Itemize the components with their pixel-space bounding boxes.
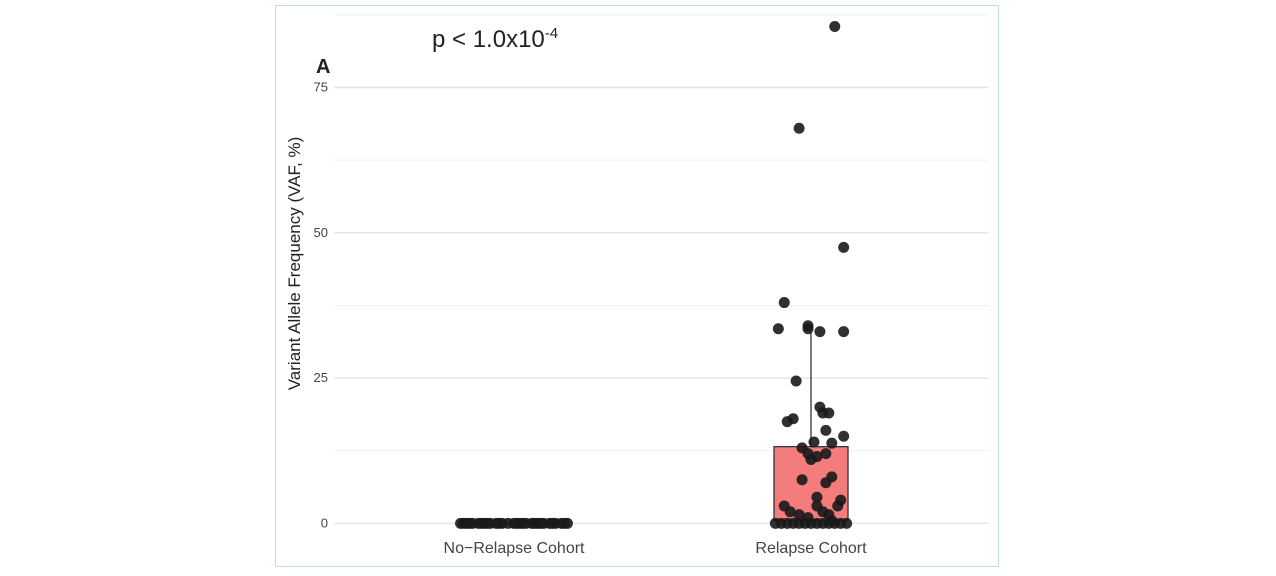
p-value-base: p < 1.0x10 <box>432 26 545 53</box>
data-point <box>796 474 808 486</box>
data-point <box>778 297 790 309</box>
point-layer <box>455 21 853 529</box>
data-point <box>458 517 470 529</box>
data-point <box>811 491 823 503</box>
data-point <box>535 517 547 529</box>
data-point <box>793 509 805 521</box>
data-point <box>517 517 529 529</box>
y-tick-label: 75 <box>314 80 328 95</box>
box-layer <box>477 331 849 525</box>
data-point <box>835 494 847 506</box>
data-point <box>829 21 841 33</box>
data-point <box>826 437 838 449</box>
y-tick-label: 25 <box>314 370 328 385</box>
data-point <box>802 448 814 460</box>
data-point <box>547 517 559 529</box>
panel-label: A <box>316 56 330 78</box>
p-value-exponent: -4 <box>545 25 558 42</box>
y-tick-label: 50 <box>314 225 328 240</box>
x-tick-label: No−Relapse Cohort <box>444 540 586 557</box>
data-point <box>781 416 793 428</box>
data-point <box>793 122 805 134</box>
data-point <box>817 506 829 518</box>
data-point <box>493 517 505 529</box>
data-point <box>823 407 835 419</box>
gridlines <box>334 14 989 525</box>
data-point <box>820 448 832 460</box>
data-point <box>841 517 853 529</box>
data-point <box>558 517 570 529</box>
data-point <box>838 430 850 442</box>
data-point <box>826 471 838 483</box>
x-tick-label: Relapse Cohort <box>755 540 867 557</box>
data-point <box>820 424 832 436</box>
y-axis-label: Variant Allele Frequency (VAF, %) <box>285 137 304 391</box>
data-point <box>772 323 784 335</box>
data-point <box>811 451 823 463</box>
data-point <box>838 326 850 338</box>
p-value-annotation: p < 1.0x10-4 <box>432 25 558 53</box>
y-tick-label: 0 <box>321 515 328 530</box>
data-point <box>802 323 814 335</box>
x-tick-labels: No−Relapse Cohort Relapse Cohort <box>444 540 868 557</box>
chart-frame: 0 25 50 75 No−Relapse Cohort Relapse Cohort … <box>275 5 999 567</box>
data-point <box>814 326 826 338</box>
data-point <box>784 506 796 518</box>
data-point <box>838 241 850 253</box>
data-point <box>790 375 802 387</box>
data-point <box>808 436 820 448</box>
data-point <box>481 517 493 529</box>
y-tick-labels: 0 25 50 75 <box>314 80 328 531</box>
